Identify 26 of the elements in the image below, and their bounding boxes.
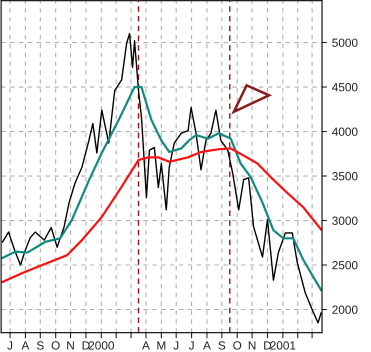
line-series: [1, 86, 322, 292]
x-tick-label: N: [67, 341, 74, 350]
y-tick-label: 4000: [332, 128, 358, 136]
x-tick-label: D: [264, 341, 272, 350]
line-series: [1, 147, 322, 284]
x-tick-label: D: [82, 341, 90, 350]
y-tick-label: 2500: [332, 261, 358, 270]
x-tick-label: O: [52, 341, 60, 350]
x-tick-label: N: [248, 341, 256, 350]
x-tick-label: J: [7, 341, 12, 350]
x-tick-label: J: [188, 341, 194, 350]
x-tick-label: A: [142, 341, 150, 350]
y-tick-label: 3500: [332, 172, 358, 180]
x-tick-label: A: [22, 341, 30, 350]
x-tick-label: A: [203, 341, 211, 350]
y-tick-label: 3000: [332, 216, 358, 225]
y-tick-label: 5000: [332, 38, 358, 47]
y-tick-label: 2000: [332, 306, 358, 314]
x-tick-label: S: [36, 341, 44, 350]
x-tick-label: M: [157, 341, 166, 350]
x-tick-label: O: [233, 341, 242, 350]
x-tick-label: 2001: [270, 341, 296, 350]
x-tick-label: J: [173, 341, 178, 350]
y-tick-label: 4500: [332, 83, 358, 92]
x-tick-label: S: [218, 341, 226, 350]
x-tick-label: 2000: [88, 341, 114, 350]
